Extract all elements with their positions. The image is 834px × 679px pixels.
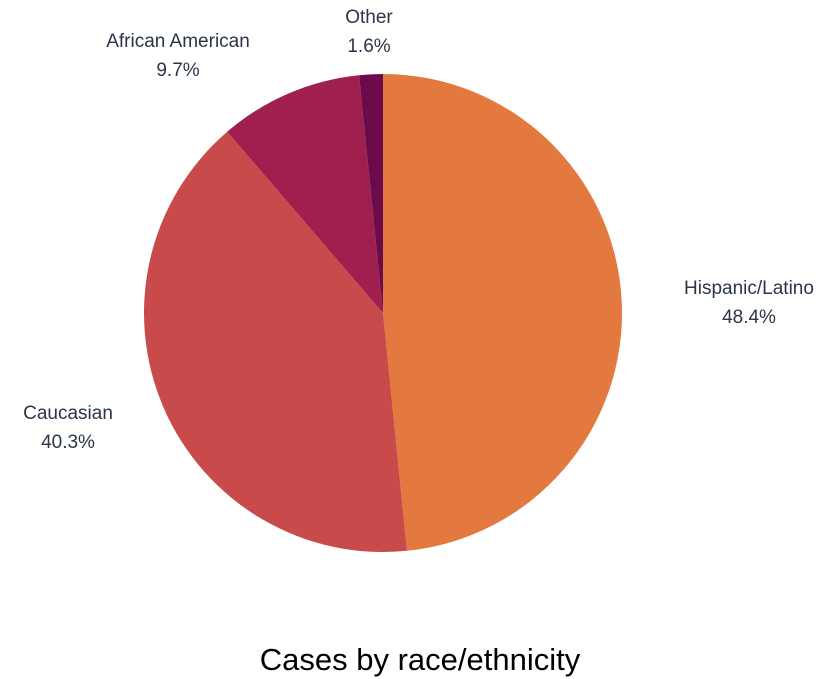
- pie-slice-african-american: [227, 75, 383, 314]
- pie-slice-hispanic-latino: [383, 74, 622, 551]
- slice-category-label: Other: [345, 7, 393, 28]
- slice-value-label: 48.4%: [722, 307, 776, 328]
- pie-slices: [144, 74, 622, 552]
- pie-slice-other: [359, 74, 383, 313]
- slice-category-label: Caucasian: [23, 403, 113, 424]
- slice-category-label: African American: [106, 31, 250, 52]
- pie-slice-caucasian: [144, 131, 407, 552]
- slice-value-label: 1.6%: [347, 36, 390, 57]
- slice-labels: Hispanic/Latino 48.4% Caucasian 40.3% Africa…: [23, 7, 814, 453]
- slice-value-label: 40.3%: [41, 432, 95, 453]
- chart-title: Cases by race/ethnicity: [260, 642, 581, 677]
- slice-value-label: 9.7%: [156, 60, 199, 81]
- slice-category-label: Hispanic/Latino: [684, 278, 814, 299]
